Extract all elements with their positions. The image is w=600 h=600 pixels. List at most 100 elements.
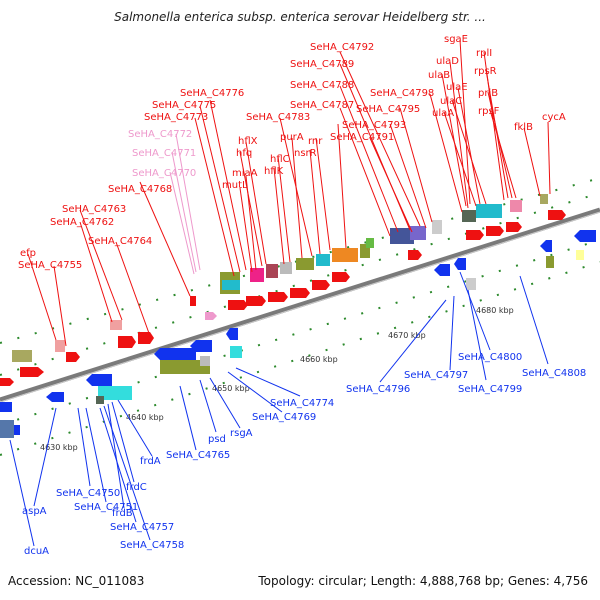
gene-arrow — [246, 296, 266, 306]
gene-arrow — [454, 258, 466, 270]
gene-label: sgaE — [444, 34, 468, 45]
gene-label: SeHA_C4795 — [356, 104, 420, 115]
gene-label: hflX — [238, 136, 258, 147]
gene-box — [98, 386, 132, 400]
gene-box — [55, 340, 65, 352]
gene-label: SeHA_C4775 — [152, 100, 216, 111]
gene-label: SeHA_C4808 — [522, 368, 586, 379]
gene-label: priB — [478, 88, 498, 99]
gene-label: SeHA_C4750 — [56, 488, 120, 499]
gene-label: SeHA_C4758 — [120, 540, 184, 551]
gene-arrow — [190, 340, 212, 352]
tick-4670: 4670 kbp — [388, 331, 426, 340]
gene-label: SeHA_C4751 — [74, 502, 138, 513]
map-title: Salmonella enterica subsp. enterica sero… — [114, 10, 486, 24]
gene-label: SeHA_C4757 — [110, 522, 174, 533]
gene-label: ulaD — [436, 56, 459, 67]
gene-box — [250, 268, 264, 282]
gene-arrow — [226, 328, 238, 340]
gene-label: SeHA_C4797 — [404, 370, 468, 381]
gene-box — [360, 244, 370, 258]
gene-label: psd — [208, 434, 226, 445]
gene-label: miaA — [232, 168, 258, 179]
top-label-group: SeHA_C4792 SeHA_C4789 SeHA_C4788 SeHA_C4… — [18, 34, 566, 271]
tick-4640: 4640 kbp — [126, 413, 164, 422]
gene-arrow — [548, 210, 566, 220]
gene-label: SeHA_C4796 — [346, 384, 410, 395]
gene-box — [410, 226, 426, 240]
gene-box — [462, 210, 476, 222]
gene-label: SeHA_C4755 — [18, 260, 82, 271]
gene-arrow — [0, 378, 14, 386]
gene-box — [510, 200, 522, 212]
gene-arrow — [138, 332, 154, 344]
tick-4650: 4650 kbp — [212, 384, 250, 393]
gene-label: ulaC — [440, 96, 462, 107]
gene-label: purA — [280, 132, 304, 143]
gene-label: aspA — [22, 506, 47, 517]
gene-box — [576, 250, 584, 260]
gene-label: mutL — [222, 180, 248, 191]
rail-inner-top — [0, 192, 600, 376]
gene-label: SeHA_C4765 — [166, 450, 230, 461]
gene-arrow — [408, 250, 422, 260]
gene-box — [316, 254, 330, 266]
gene-label: SeHA_C4798 — [370, 88, 434, 99]
rail-inner-bottom — [0, 239, 600, 426]
gene-arrow — [46, 392, 64, 402]
gene-label: frdC — [126, 482, 147, 493]
gene-box — [0, 402, 12, 412]
gene-arrow — [290, 288, 310, 298]
gene-label: ulaA — [432, 108, 454, 119]
gene-label: fklB — [514, 122, 533, 133]
bottom-label-group: SeHA_C4800 SeHA_C4808 SeHA_C4797 SeHA_C4… — [22, 352, 586, 557]
gene-arrow — [154, 348, 196, 360]
gene-box — [280, 262, 292, 274]
gene-box — [266, 264, 278, 278]
gene-arrow — [540, 240, 552, 252]
pink-leaders — [169, 133, 201, 275]
gene-label: cycA — [542, 112, 566, 123]
gene-box — [332, 248, 358, 262]
gene-box — [230, 346, 242, 358]
gene-box — [366, 238, 374, 248]
gene-label: SeHA_C4770 — [132, 168, 196, 179]
backbone-highlight — [0, 211, 600, 403]
gene-label: SeHA_C4771 — [132, 148, 196, 159]
gene-label: rsgA — [230, 428, 253, 439]
forward-genes — [0, 194, 566, 386]
gene-arrow — [86, 374, 112, 386]
gene-arrow — [466, 230, 484, 240]
gene-box — [466, 278, 476, 290]
gene-box — [296, 258, 314, 270]
gene-box — [546, 256, 554, 268]
gene-label: nsrR — [294, 148, 317, 159]
gene-arrow — [205, 312, 217, 320]
gene-label: rplI — [476, 48, 492, 59]
gene-box — [222, 280, 240, 290]
gene-label: hflC — [270, 154, 290, 165]
gene-arrow — [574, 230, 596, 242]
gene-arrow — [228, 300, 248, 310]
gene-arrow — [312, 280, 330, 290]
gene-box — [110, 320, 122, 330]
gene-label: SeHA_C4791 — [330, 132, 394, 143]
gene-box — [160, 360, 210, 374]
gene-label: SeHA_C4768 — [108, 184, 172, 195]
gene-label: SeHA_C4800 — [458, 352, 522, 363]
gene-arrow — [268, 292, 288, 302]
gene-label: SeHA_C4772 — [128, 129, 192, 140]
accession-label: Accession: NC_011083 — [8, 574, 145, 588]
gene-label: SeHA_C4787 — [290, 100, 354, 111]
top-leaders — [27, 39, 551, 347]
gene-label: ulaE — [446, 82, 468, 93]
gene-label: SeHA_C4783 — [246, 112, 310, 123]
gene-label: SeHA_C4769 — [252, 412, 316, 423]
reverse-genes — [0, 230, 596, 438]
gene-box — [390, 228, 414, 244]
gene-label: rnr — [308, 136, 323, 147]
tick-4660: 4660 kbp — [300, 355, 338, 364]
gene-label: hfq — [236, 148, 252, 159]
gene-box — [96, 396, 104, 404]
